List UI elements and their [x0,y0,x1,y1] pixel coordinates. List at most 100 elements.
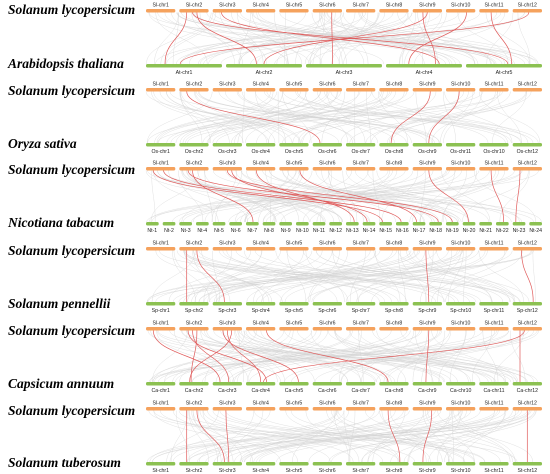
background-link [202,91,383,144]
top-chromosome-bar [246,407,276,411]
background-link [182,91,341,144]
top-chromosome-bar [512,247,542,251]
bottom-chromosome-label: Sp-chr10 [450,308,471,314]
background-link [179,91,230,144]
top-chromosome-bar [412,327,442,331]
top-chromosome-label: Sl-chr8 [386,401,403,407]
top-chromosome-bar [512,327,542,331]
background-link [305,250,513,303]
top-chromosome-bar [212,9,242,13]
top-chromosome-label: Sl-chr10 [451,82,470,88]
background-link [327,330,514,383]
panel4-bottom-species: Solanum pennellii [8,296,111,311]
top-chromosome-bar [179,407,209,411]
bottom-chromosome-label: Nt-1 [147,228,157,234]
top-chromosome-label: Sl-chr7 [352,82,369,88]
bottom-chromosome-bar [496,222,509,226]
background-link [253,250,304,303]
top-chromosome-bar [479,9,509,13]
top-chromosome-label: Sl-chr12 [518,3,537,9]
bottom-chromosome-bar [279,222,292,226]
bottom-chromosome-label: At-chr5 [496,70,513,76]
bottom-chromosome-bar [412,302,442,306]
top-chromosome-bar [279,167,309,171]
bottom-chromosome-label: Sp-chr7 [352,308,370,314]
bottom-chromosome-bar [379,302,409,306]
bottom-chromosome-label: St-chr4 [252,468,269,474]
background-link [208,91,274,144]
background-link [212,250,220,303]
bottom-chromosome-label: Nt-16 [396,228,409,234]
background-link [311,12,365,65]
background-link [237,91,283,144]
bottom-chromosome-bar [296,222,309,226]
background-link [493,330,524,383]
bottom-chromosome-label: Os-chr7 [351,149,370,155]
background-link [149,410,338,463]
bottom-chromosome-label: Sp-chr2 [185,308,203,314]
bottom-chromosome-label: Os-chr1 [151,149,170,155]
background-link [160,410,400,463]
bottom-chromosome-bar [446,222,459,226]
bottom-chromosome-label: St-chr7 [352,468,369,474]
background-link [253,410,461,463]
background-link [181,12,539,65]
bottom-chromosome-label: Sp-chr9 [418,308,436,314]
bottom-chromosome-bar [512,382,542,386]
bottom-chromosome-bar [466,64,542,68]
top-chromosome-label: Sl-chr10 [451,401,470,407]
background-link [186,330,511,383]
bottom-chromosome-label: Ca-chr10 [450,388,471,394]
top-chromosome-bar [512,407,542,411]
top-chromosome-label: Sl-chr10 [451,161,470,167]
top-chromosome-label: Sl-chr10 [451,3,470,9]
background-link [361,12,539,65]
background-link [151,170,426,223]
bottom-chromosome-bar [396,222,409,226]
panel5-top-species: Solanum lycopersicum [8,323,136,338]
background-link [398,12,431,65]
background-link [312,12,356,65]
bottom-chromosome-label: Ca-chr5 [285,388,304,394]
background-link [178,170,204,223]
top-chromosome-label: Sl-chr2 [186,82,203,88]
bottom-chromosome-label: St-chr3 [219,468,236,474]
top-chromosome-label: Sl-chr1 [152,82,169,88]
bottom-chromosome-bar [312,222,326,226]
bottom-chromosome-label: At-chr1 [176,70,193,76]
bottom-chromosome-bar [312,302,342,306]
highlight-links [152,170,521,223]
background-link [219,12,267,65]
background-link [457,410,516,463]
highlight-link [226,330,262,383]
background-link [448,250,464,303]
top-chromosome-label: Sl-chr12 [518,161,537,167]
background-link [176,410,190,463]
bottom-chromosome-label: Sp-chr11 [484,308,505,314]
bottom-chromosome-label: Sp-chr3 [218,308,236,314]
bottom-chromosome-label: Sp-chr4 [252,308,270,314]
background-link [170,91,390,144]
highlight-link [263,12,428,65]
background-link [366,91,371,144]
background-link [183,170,480,223]
highlight-link [425,330,430,383]
bottom-chromosome-label: Sp-chr8 [385,308,403,314]
background-link [147,91,213,144]
background-link [371,250,488,303]
background-links [146,250,536,303]
highlight-link [179,12,530,65]
background-link [234,410,404,463]
panel6-top-species: Solanum lycopersicum [8,403,136,418]
background-link [343,410,351,463]
highlight-link [490,12,512,65]
background-link [173,250,211,303]
background-link [149,12,446,65]
background-link [249,330,442,383]
background-link [443,91,483,144]
background-link [305,410,360,463]
bottom-chromosome-label: Nt-21 [479,228,492,234]
top-chromosome-label: Sl-chr3 [219,321,236,327]
bottom-chromosome-label: Nt-18 [429,228,442,234]
top-chromosome-label: Sl-chr8 [386,3,403,9]
